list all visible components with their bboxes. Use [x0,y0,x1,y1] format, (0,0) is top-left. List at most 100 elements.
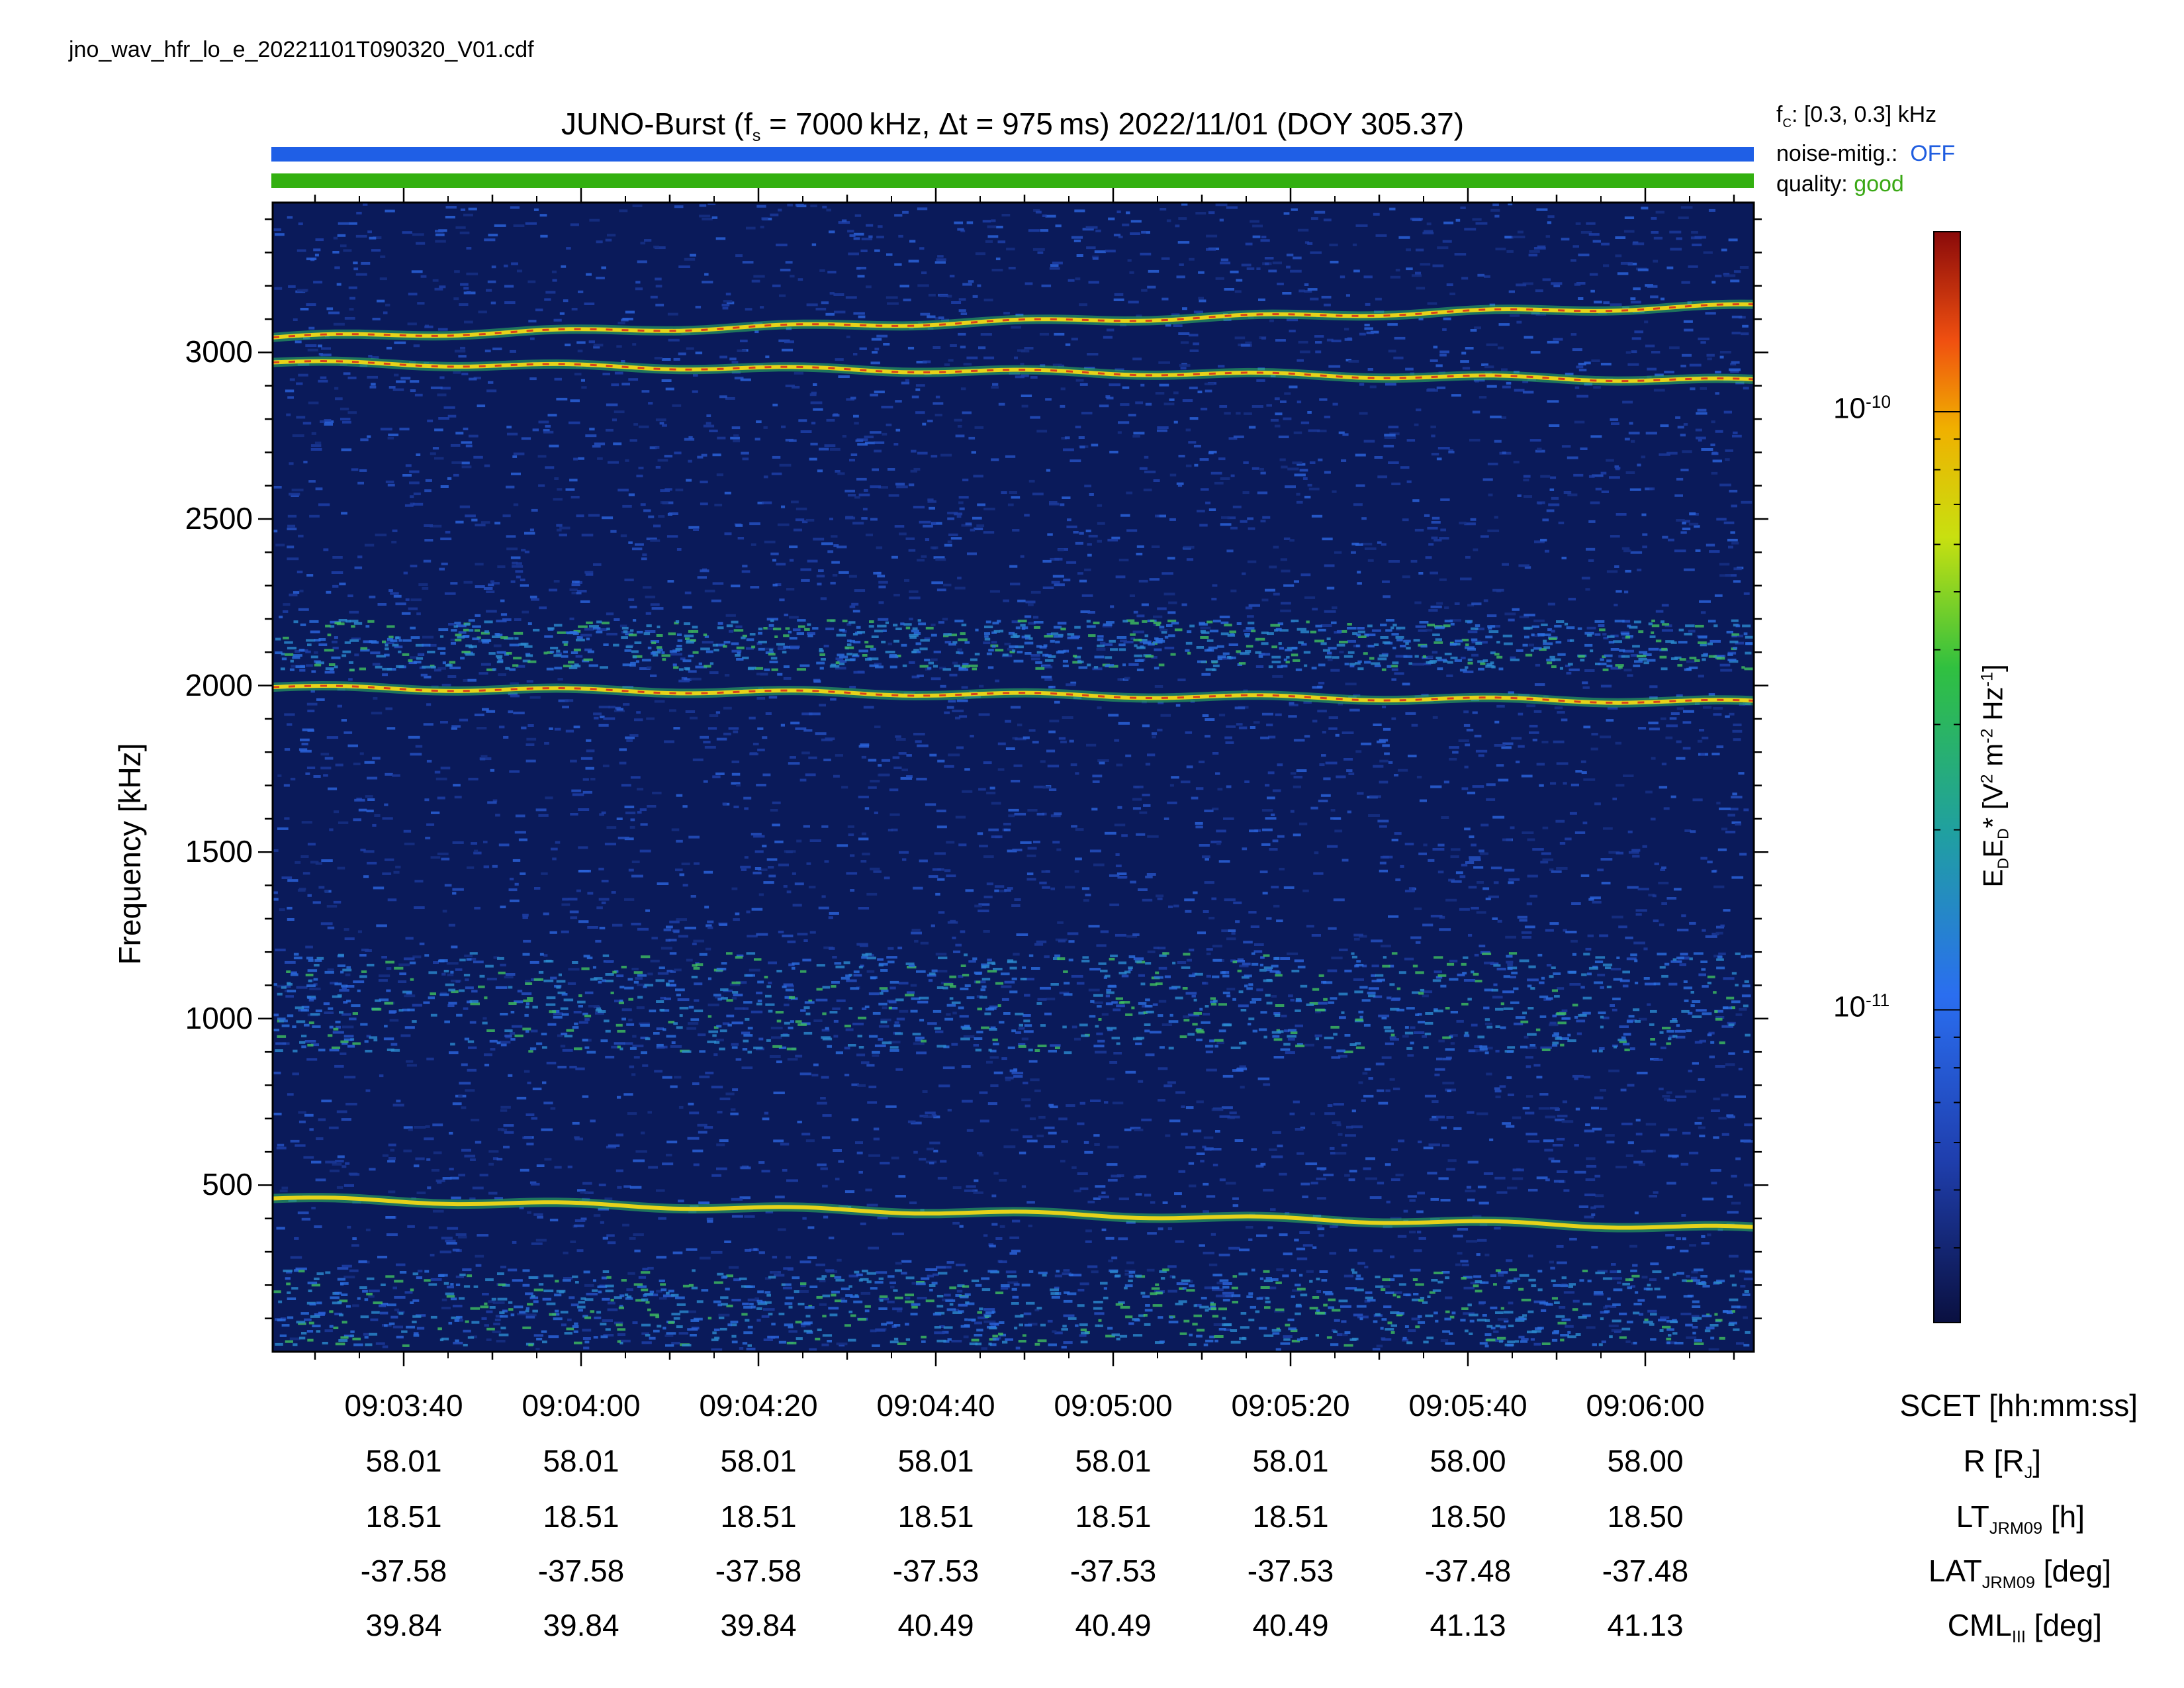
noise-cell [500,1041,511,1044]
noise-cell [1527,1254,1533,1258]
noise-cell [1485,898,1491,900]
noise-cell [1146,873,1156,876]
noise-cell [688,1022,699,1025]
noise-cell [1394,672,1404,675]
noise-cell [1627,1084,1635,1087]
noise-cell [1576,395,1589,398]
noise-cell [845,296,857,299]
noise-cell [1248,426,1256,429]
noise-cell [1293,256,1302,259]
noise-cell [1080,610,1091,614]
noise-cell [961,1065,971,1068]
noise-cell [1563,929,1567,932]
noise-cell [1637,727,1647,730]
noise-cell [563,1277,573,1280]
noise-cell [1175,1240,1185,1243]
noise-cell [933,346,941,349]
noise-cell [1213,1323,1223,1326]
noise-cell [887,1300,895,1303]
noise-cell [873,571,882,575]
noise-cell [1661,1047,1666,1050]
fc-sub: C [1782,115,1792,130]
noise-cell [1730,531,1735,534]
noise-cell [349,1017,357,1021]
noise-cell [1400,865,1404,868]
noise-cell [1042,886,1050,889]
noise-cell [844,1047,850,1050]
noise-cell [931,1114,936,1117]
noise-cell [1164,646,1175,649]
noise-cell [751,833,762,836]
noise-cell [450,444,461,447]
noise-cell [905,537,915,540]
noise-cell [1625,1154,1633,1157]
noise-cell [929,1141,940,1145]
noise-cell [586,749,595,753]
noise-cell [416,612,421,616]
noise-cell [968,960,976,963]
noise-cell [314,442,322,445]
noise-cell [1288,994,1293,998]
noise-cell [295,861,301,864]
noise-cell [551,270,557,273]
noise-cell [1532,738,1537,741]
noise-cell [1290,998,1295,1002]
noise-cell [385,481,394,483]
noise-cell [1418,572,1424,575]
noise-cell [1216,1041,1224,1045]
noise-cell [1487,462,1498,465]
noise-cell [1660,1133,1670,1137]
noise-cell [571,789,582,792]
noise-cell [1087,611,1095,614]
noise-cell [632,1321,638,1325]
noise-cell [722,306,729,310]
noise-cell [960,930,966,933]
noise-cell [1147,950,1156,953]
noise-cell [1161,572,1173,575]
noise-cell [1674,549,1686,553]
noise-cell [448,1002,457,1005]
noise-cell [532,1088,542,1090]
noise-cell [839,571,849,574]
noise-cell [1169,784,1174,787]
noise-cell [598,724,609,727]
noise-cell [800,1284,806,1288]
noise-cell [1317,430,1327,433]
noise-cell [758,1037,764,1041]
noise-cell [1422,990,1433,994]
noise-cell [1132,807,1141,810]
noise-cell [367,776,378,780]
noise-cell [492,1331,502,1334]
noise-cell [819,704,826,707]
noise-cell [1627,363,1639,366]
noise-cell [920,312,931,316]
noise-cell [698,1131,707,1134]
noise-cell [1013,1075,1023,1078]
noise-cell [571,591,578,594]
noise-cell [546,1061,557,1064]
noise-cell [963,363,972,366]
noise-cell [1418,852,1427,855]
noise-cell [964,1189,975,1192]
noise-cell [1286,254,1294,257]
noise-cell [717,622,723,625]
noise-cell [982,220,991,223]
noise-cell [1600,684,1612,688]
noise-cell [1711,933,1719,935]
noise-cell [704,745,716,749]
noise-cell [1071,236,1083,239]
noise-cell [1490,962,1497,965]
noise-cell [1455,1263,1461,1266]
noise-cell [1410,1268,1421,1272]
noise-cell [825,628,835,631]
noise-cell [1612,797,1617,800]
noise-cell [372,663,381,666]
noise-cell [1388,915,1399,918]
noise-cell [944,1293,951,1297]
noise-cell [1694,525,1700,528]
noise-cell [1635,909,1647,912]
noise-cell [903,299,911,302]
noise-cell [1007,503,1014,506]
noise-cell [273,898,279,901]
noise-cell [1472,1215,1482,1218]
